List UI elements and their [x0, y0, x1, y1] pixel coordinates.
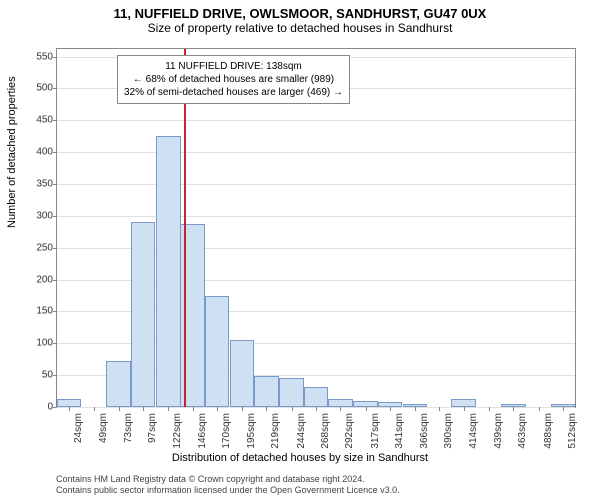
x-tick-mark: [69, 407, 70, 411]
x-tick-label: 122sqm: [172, 413, 183, 457]
x-tick-label: 292sqm: [344, 413, 355, 457]
histogram-bar: [106, 361, 131, 407]
y-tick-label: 200: [19, 274, 53, 285]
histogram-bar: [57, 399, 82, 407]
x-tick-label: 97sqm: [147, 413, 158, 457]
x-tick-mark: [340, 407, 341, 411]
x-tick-label: 317sqm: [370, 413, 381, 457]
histogram-bar: [254, 376, 279, 407]
y-tick-mark: [53, 311, 57, 312]
y-tick-mark: [53, 280, 57, 281]
x-tick-label: 170sqm: [221, 413, 232, 457]
x-tick-label: 244sqm: [296, 413, 307, 457]
x-tick-mark: [563, 407, 564, 411]
y-tick-label: 450: [19, 115, 53, 126]
x-tick-label: 488sqm: [543, 413, 554, 457]
x-tick-mark: [168, 407, 169, 411]
x-tick-label: 512sqm: [567, 413, 578, 457]
x-tick-mark: [415, 407, 416, 411]
grid-line: [57, 152, 575, 153]
y-tick-mark: [53, 120, 57, 121]
x-tick-mark: [464, 407, 465, 411]
y-axis-label: Number of detached properties: [6, 76, 18, 228]
x-tick-label: 268sqm: [320, 413, 331, 457]
x-tick-mark: [439, 407, 440, 411]
x-tick-label: 24sqm: [73, 413, 84, 457]
x-tick-label: 463sqm: [517, 413, 528, 457]
x-tick-mark: [217, 407, 218, 411]
y-tick-mark: [53, 343, 57, 344]
annotation-line2: ← 68% of detached houses are smaller (98…: [124, 73, 343, 86]
x-tick-mark: [539, 407, 540, 411]
x-tick-label: 341sqm: [394, 413, 405, 457]
histogram-bar: [131, 222, 156, 407]
annotation-line3: 32% of semi-detached houses are larger (…: [124, 86, 343, 99]
grid-line: [57, 184, 575, 185]
x-axis-label: Distribution of detached houses by size …: [0, 452, 600, 464]
y-tick-label: 550: [19, 51, 53, 62]
x-tick-label: 414sqm: [468, 413, 479, 457]
histogram-bar: [451, 399, 476, 407]
annotation-box: 11 NUFFIELD DRIVE: 138sqm ← 68% of detac…: [117, 55, 350, 104]
y-tick-label: 300: [19, 210, 53, 221]
x-tick-mark: [94, 407, 95, 411]
x-tick-mark: [193, 407, 194, 411]
histogram-bar: [205, 296, 230, 407]
grid-line: [57, 216, 575, 217]
x-tick-label: 73sqm: [123, 413, 134, 457]
x-tick-label: 146sqm: [197, 413, 208, 457]
histogram-bar: [304, 387, 329, 407]
x-tick-mark: [143, 407, 144, 411]
x-tick-label: 219sqm: [270, 413, 281, 457]
x-tick-mark: [119, 407, 120, 411]
y-tick-mark: [53, 216, 57, 217]
chart-subtitle: Size of property relative to detached ho…: [0, 21, 600, 39]
y-tick-mark: [53, 375, 57, 376]
annotation-line1: 11 NUFFIELD DRIVE: 138sqm: [124, 60, 343, 73]
x-tick-label: 49sqm: [98, 413, 109, 457]
x-tick-label: 366sqm: [419, 413, 430, 457]
y-tick-mark: [53, 248, 57, 249]
x-tick-mark: [292, 407, 293, 411]
grid-line: [57, 120, 575, 121]
y-tick-mark: [53, 88, 57, 89]
y-tick-label: 150: [19, 306, 53, 317]
x-tick-mark: [513, 407, 514, 411]
x-tick-mark: [489, 407, 490, 411]
x-tick-mark: [316, 407, 317, 411]
histogram-bar: [230, 340, 255, 407]
chart-title: 11, NUFFIELD DRIVE, OWLSMOOR, SANDHURST,…: [0, 0, 600, 21]
histogram-bar: [279, 378, 304, 407]
histogram-chart: 11, NUFFIELD DRIVE, OWLSMOOR, SANDHURST,…: [0, 0, 600, 500]
y-tick-label: 0: [19, 402, 53, 413]
footer-attribution: Contains HM Land Registry data © Crown c…: [56, 474, 400, 496]
y-tick-mark: [53, 407, 57, 408]
y-tick-label: 250: [19, 242, 53, 253]
y-tick-mark: [53, 57, 57, 58]
x-tick-label: 439sqm: [493, 413, 504, 457]
x-tick-mark: [366, 407, 367, 411]
x-tick-label: 195sqm: [246, 413, 257, 457]
histogram-bar: [156, 136, 181, 407]
y-tick-label: 400: [19, 147, 53, 158]
y-tick-label: 350: [19, 179, 53, 190]
histogram-bar: [328, 399, 353, 407]
plot-area: 05010015020025030035040045050055024sqm49…: [56, 48, 576, 408]
x-tick-mark: [242, 407, 243, 411]
y-tick-mark: [53, 152, 57, 153]
y-tick-label: 100: [19, 338, 53, 349]
footer-line2: Contains public sector information licen…: [56, 485, 400, 496]
footer-line1: Contains HM Land Registry data © Crown c…: [56, 474, 400, 485]
x-tick-mark: [390, 407, 391, 411]
y-tick-label: 500: [19, 83, 53, 94]
y-tick-mark: [53, 184, 57, 185]
x-tick-mark: [266, 407, 267, 411]
x-tick-label: 390sqm: [443, 413, 454, 457]
y-tick-label: 50: [19, 370, 53, 381]
